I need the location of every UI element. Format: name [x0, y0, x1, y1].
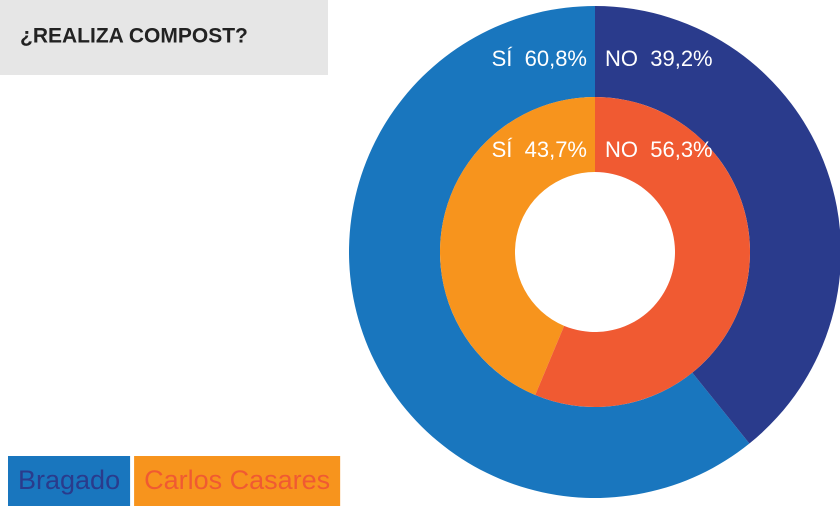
- donut-slice: [439, 97, 595, 396]
- slice-label: SÍ 60,8%: [492, 46, 587, 71]
- slice-category: NO: [605, 46, 638, 71]
- title-box: [0, 0, 328, 75]
- donut-slice: [595, 6, 840, 444]
- slice-value: 39,2%: [650, 46, 712, 71]
- donut-slice: [535, 97, 750, 407]
- legend-label: Carlos Casares: [144, 465, 330, 495]
- legend-swatch: [8, 456, 131, 506]
- donut-slice: [348, 6, 750, 499]
- slice-category: NO: [605, 137, 638, 162]
- legend-label: Bragado: [18, 465, 120, 495]
- chart-title: ¿REALIZA COMPOST?: [20, 25, 248, 48]
- slice-label: SÍ 43,7%: [492, 137, 587, 162]
- slice-label: NO 56,3%: [605, 137, 713, 162]
- legend-swatch: [134, 456, 341, 506]
- slice-value: 60,8%: [525, 46, 587, 71]
- slice-category: SÍ: [492, 137, 514, 162]
- slice-value: 43,7%: [525, 137, 587, 162]
- slice-label: NO 39,2%: [605, 46, 713, 71]
- slice-category: SÍ: [492, 46, 514, 71]
- slice-value: 56,3%: [650, 137, 712, 162]
